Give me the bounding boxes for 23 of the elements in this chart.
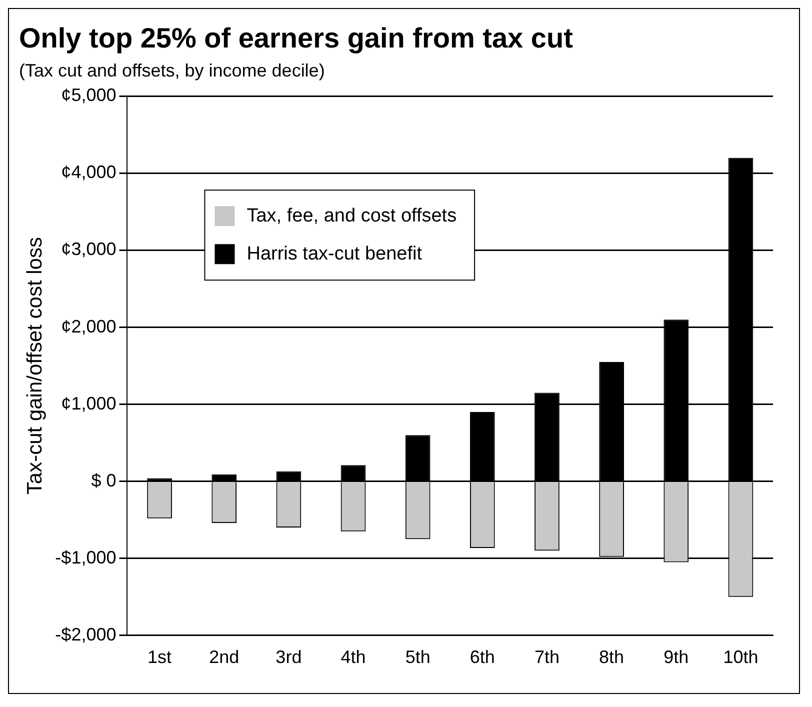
y-tick-label: ¢5,000 — [61, 85, 116, 106]
x-tick-label: 2nd — [209, 647, 240, 668]
y-tick-label: -$2,000 — [55, 624, 116, 644]
x-tick-label: 8th — [599, 647, 624, 668]
x-tick-label: 3rd — [276, 647, 302, 668]
x-tick-label: 10th — [723, 647, 758, 668]
x-tick-label: 5th — [405, 647, 430, 668]
x-tick-label: 1st — [148, 647, 172, 668]
y-tick-label: -$1,000 — [55, 547, 116, 568]
chart-subtitle: (Tax cut and offsets, by income decile) — [19, 60, 325, 80]
chart-title: Only top 25% of earners gain from tax cut — [19, 22, 573, 54]
y-tick-label: ¢3,000 — [61, 239, 116, 260]
legend-label: Harris tax-cut benefit — [246, 243, 423, 264]
y-tick-label: $ 0 — [91, 470, 116, 490]
x-tick-label: 7th — [534, 647, 560, 668]
y-tick-label: ¢1,000 — [61, 393, 116, 414]
x-tick-label: 4th — [340, 647, 366, 668]
x-tick-label: 9th — [664, 647, 689, 668]
x-tick-label: 6th — [470, 647, 495, 668]
legend-label: Tax, fee, and cost offsets — [246, 205, 457, 226]
y-tick-label: ¢2,000 — [61, 316, 116, 336]
y-tick-label: ¢4,000 — [61, 162, 116, 182]
y-axis-title: Tax-cut gain/offset cost loss — [23, 237, 46, 495]
